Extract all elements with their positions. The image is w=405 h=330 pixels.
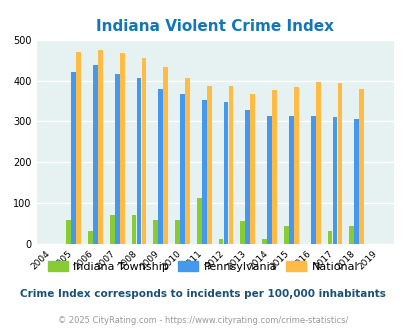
Bar	[109, 215, 114, 244]
Bar	[228, 86, 233, 244]
Bar	[93, 65, 98, 244]
Bar	[240, 221, 245, 244]
Bar	[223, 102, 228, 244]
Bar	[76, 52, 81, 244]
Bar	[245, 110, 249, 244]
Bar	[284, 226, 288, 244]
Bar	[153, 220, 158, 244]
Text: Crime Index corresponds to incidents per 100,000 inhabitants: Crime Index corresponds to incidents per…	[20, 289, 385, 299]
Bar	[175, 220, 179, 244]
Bar	[332, 117, 337, 244]
Bar	[98, 50, 102, 244]
Bar	[315, 82, 320, 244]
Bar	[250, 94, 255, 244]
Bar	[293, 87, 298, 244]
Bar	[131, 215, 136, 244]
Bar	[327, 231, 332, 244]
Bar	[141, 58, 146, 244]
Bar	[349, 226, 353, 244]
Bar	[88, 231, 92, 244]
Bar	[185, 78, 190, 244]
Bar	[115, 74, 119, 244]
Bar	[288, 116, 293, 244]
Text: © 2025 CityRating.com - https://www.cityrating.com/crime-statistics/: © 2025 CityRating.com - https://www.city…	[58, 316, 347, 325]
Bar	[196, 198, 201, 244]
Bar	[180, 94, 184, 244]
Bar	[358, 89, 363, 244]
Bar	[71, 72, 76, 244]
Bar	[66, 220, 71, 244]
Bar	[218, 239, 223, 244]
Bar	[337, 83, 341, 244]
Bar	[354, 119, 358, 244]
Bar	[310, 116, 315, 244]
Bar	[201, 100, 206, 244]
Bar	[262, 239, 266, 244]
Bar	[136, 78, 141, 244]
Bar	[266, 116, 271, 244]
Bar	[272, 90, 276, 244]
Title: Indiana Violent Crime Index: Indiana Violent Crime Index	[96, 19, 333, 34]
Bar	[163, 67, 168, 244]
Bar	[158, 89, 163, 244]
Bar	[207, 86, 211, 244]
Legend: Indiana Township, Pennsylvania, National: Indiana Township, Pennsylvania, National	[43, 256, 362, 276]
Bar	[119, 53, 124, 244]
